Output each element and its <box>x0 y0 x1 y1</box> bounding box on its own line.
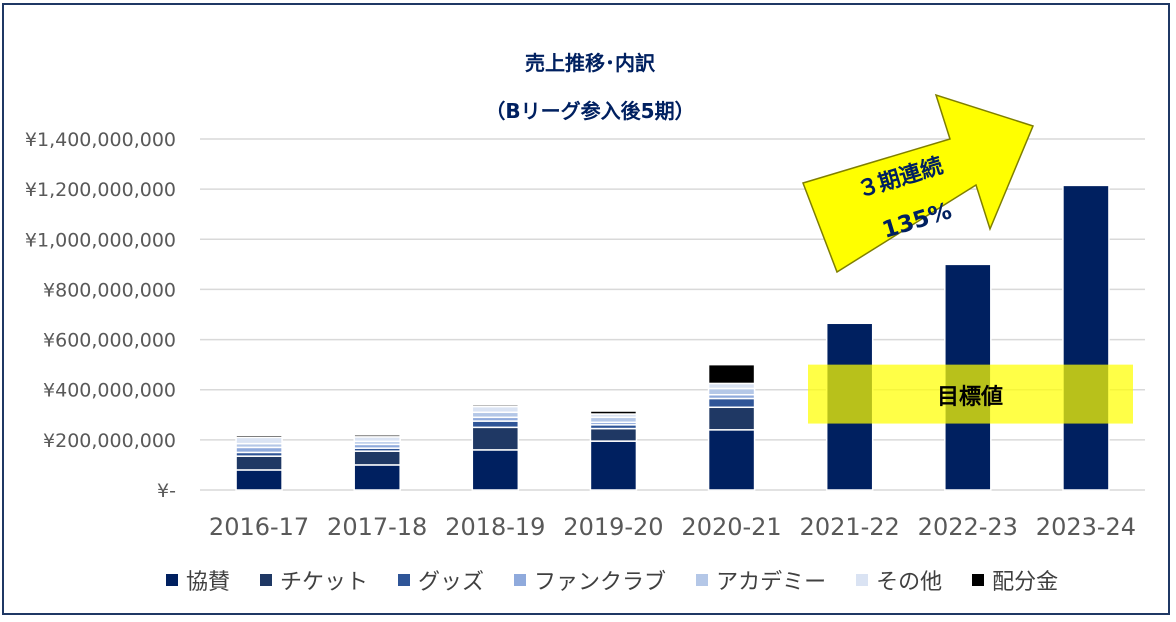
y-tick-label: ¥600,000,000 <box>43 330 176 352</box>
bar-segment <box>707 363 756 385</box>
x-tick-label: 2020-21 <box>681 513 781 541</box>
bar-segment <box>707 397 756 409</box>
legend-item: グッズ <box>398 564 484 596</box>
x-tick-label: 2022-23 <box>918 513 1018 541</box>
x-tick-label: 2018-19 <box>445 513 545 541</box>
bar-segment <box>235 436 283 445</box>
bar-segment <box>707 387 756 396</box>
bar-segment <box>471 449 520 491</box>
legend-swatch <box>856 574 869 586</box>
bar-segment <box>707 429 756 491</box>
y-tick-label: ¥400,000,000 <box>43 380 176 402</box>
target-label: 目標値 <box>937 385 1003 410</box>
x-tick-label: 2019-20 <box>563 513 663 541</box>
bar-segment <box>471 411 520 419</box>
bar-segment <box>353 450 401 466</box>
chart-subtitle: （Bリーグ参入後5期） <box>485 99 695 123</box>
x-tick-label: 2023-24 <box>1036 513 1136 541</box>
legend-item: チケット <box>260 564 368 596</box>
x-tick-label: 2016-17 <box>209 513 309 541</box>
bar-segment <box>1062 184 1110 491</box>
y-tick-label: ¥1,000,000,000 <box>25 229 176 251</box>
bar-segment <box>235 434 283 439</box>
y-tick-label: ¥200,000,000 <box>43 430 176 452</box>
x-tick-label: 2017-18 <box>327 513 427 541</box>
bar-segment <box>589 440 638 491</box>
y-tick-label: ¥1,400,000,000 <box>25 129 176 151</box>
y-tick-label: ¥- <box>157 480 176 502</box>
bar-segment <box>471 405 520 414</box>
bar-segment <box>471 404 520 408</box>
legend-label: グッズ <box>418 570 485 595</box>
x-tick-label: 2021-22 <box>800 513 900 541</box>
bar-segment <box>235 469 283 491</box>
bar-segment <box>353 464 401 491</box>
legend-label: 配分金 <box>992 570 1059 595</box>
chart-legend: 協賛 チケット グッズ ファンクラブ アカデミー その他 配分金 <box>166 564 1088 596</box>
bar-segment <box>235 446 283 454</box>
chart-title: 売上推移･内訳 <box>525 51 655 75</box>
legend-swatch <box>696 574 709 586</box>
legend-item: アカデミー <box>696 564 826 596</box>
legend-item: その他 <box>856 564 942 596</box>
bar-segment <box>353 434 401 438</box>
legend-swatch <box>166 574 178 586</box>
legend-label: アカデミー <box>716 570 827 595</box>
bar-segment <box>589 416 638 424</box>
legend-swatch <box>514 574 527 586</box>
y-tick-label: ¥1,200,000,000 <box>25 179 176 201</box>
bar-segment <box>471 420 520 429</box>
legend-swatch <box>260 574 273 586</box>
legend-swatch <box>972 574 985 586</box>
bar-segment <box>471 426 520 451</box>
bar-segment <box>589 410 638 415</box>
legend-item: ファンクラブ <box>514 564 666 596</box>
legend-label: ファンクラブ <box>534 570 667 595</box>
bar-segment <box>707 406 756 431</box>
legend-item: 協賛 <box>166 564 230 596</box>
growth-arrow-shape <box>802 93 1035 274</box>
y-tick-label: ¥800,000,000 <box>43 279 176 301</box>
bar-segment <box>707 382 756 390</box>
legend-label: その他 <box>876 570 943 595</box>
legend-item: 配分金 <box>972 564 1058 596</box>
bar-segment <box>589 427 638 442</box>
legend-swatch <box>398 574 411 586</box>
legend-label: チケット <box>280 570 369 595</box>
bar-segment <box>235 455 283 471</box>
target-band <box>808 364 1133 424</box>
legend-label: 協賛 <box>186 570 231 595</box>
